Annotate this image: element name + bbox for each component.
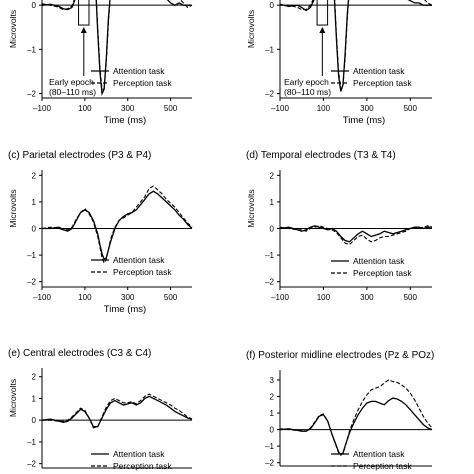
panel-f-y-tick-label: 2 [270,392,275,401]
panel-b-x-tick-label: 500 [404,104,418,113]
panel-b-y-axis-label: Microvolts [246,10,256,48]
panel-c-y-tick-label: –2 [27,278,36,287]
panel-c-y-tick-label: 0 [32,225,37,234]
panel-a-legend-label: Perception task [113,78,172,88]
panel-b-legend-label: Attention task [353,66,405,76]
panel-b-x-tick-label: 300 [360,104,374,113]
panel-b-y-tick-label: 0 [270,1,275,10]
panel-e-legend-label: Perception task [113,461,172,471]
panel-d-legend-label: Attention task [353,256,405,266]
panel-b-legend-label: Perception task [353,78,412,88]
panel-c-legend-label: Attention task [113,255,165,265]
panel-d-y-tick-label: 1 [270,198,275,207]
panel-d-y-tick-label: –1 [265,251,274,260]
panel-d-legend-label: Perception task [353,268,412,278]
panel-d-y-tick-label: –2 [265,278,274,287]
panel-c-legend-label: Perception task [113,267,172,277]
panel-d-x-tick-label: 100 [317,293,331,302]
panel-f-series-perception [279,379,433,456]
panel-a-y-tick-label: 0 [32,1,37,10]
panel-b-epoch-label: (80–110 ms) [284,87,331,97]
panel-e-y-tick-label: 1 [32,394,37,403]
panel-a-y-tick-label: –2 [27,90,36,99]
panel-f-y-tick-label: –1 [265,442,274,451]
panel-b-x-axis-label: Time (ms) [343,115,385,126]
panel-a-epoch-box [78,0,90,26]
panel-d-x-tick-label: –100 [271,293,289,302]
panel-d-series-perception [279,225,433,246]
panel-c-x-tick-label: 100 [78,293,92,302]
panel-c-x-tick-label: –100 [33,293,51,302]
panel-c-y-axis-label: Microvolts [8,189,18,227]
panel-b-y-tick-label: –2 [265,90,274,99]
panel-c-y-tick-label: 1 [32,198,37,207]
panel-a-legend-label: Attention task [113,66,165,76]
panel-f-series-attention [279,397,433,456]
panel-d-y-axis-label: Microvolts [246,189,256,227]
panel-b-x-tick-label: –100 [271,104,289,113]
panel-c-title: (c) Parietal electrodes (P3 & P4) [8,150,151,161]
panel-f-y-tick-label: –2 [265,459,274,468]
panel-a-series-perception [41,0,193,90]
panel-d-y-tick-label: 2 [270,171,275,180]
panel-a-x-axis-label: Time (ms) [104,115,146,126]
panel-c-y-tick-label: 2 [32,171,37,180]
panel-d-x-tick-label: 300 [360,293,374,302]
panel-a-y-tick-label: –1 [27,45,36,54]
panel-a-epoch-label: Early epoch [49,77,94,87]
panel-a-x-tick-label: –100 [33,104,51,113]
panel-b-x-tick-label: 100 [317,104,331,113]
panel-e-y-axis-label: Microvolts [8,379,18,417]
panel-e-y-tick-label: 2 [32,373,37,382]
panel-d-title: (d) Temporal electrodes (T3 & T4) [246,150,396,161]
panel-c-x-axis-label: Time (ms) [104,304,146,315]
panel-a-x-tick-label: 100 [78,104,92,113]
panel-a-epoch-label: (80–110 ms) [49,87,96,97]
panel-d-x-tick-label: 500 [404,293,418,302]
panel-e-y-tick-label: –2 [27,460,36,469]
panel-a-epoch-arrowhead [80,27,87,34]
panel-d-y-tick-label: 0 [270,225,275,234]
panel-a-x-tick-label: 300 [121,104,135,113]
panel-e-series-attention [41,395,193,428]
panel-b-epoch-arrowhead [319,27,326,34]
panel-f-legend-label: Attention task [353,449,405,459]
panel-e-series-perception [42,393,193,429]
panel-d-series-attention [279,225,432,243]
panel-c-series-perception [41,185,193,265]
panel-b-y-tick-label: –1 [265,45,274,54]
panel-f-y-tick-label: 3 [270,376,275,385]
panel-c-y-tick-label: –1 [27,251,36,260]
panel-f-legend-label: Perception task [353,461,412,471]
panel-f-y-tick-label: 0 [270,426,275,435]
panel-c-series-attention [42,190,193,261]
panel-c-x-tick-label: 300 [121,293,135,302]
panel-f-title: (f) Posterior midline electrodes (Pz & P… [246,350,434,361]
panel-a-x-tick-label: 500 [164,104,178,113]
panel-e-legend-label: Attention task [113,449,165,459]
panel-a-y-axis-label: Microvolts [8,10,18,48]
panel-e-y-tick-label: 0 [32,416,37,425]
panel-c-x-tick-label: 500 [164,293,178,302]
panel-e-title: (e) Central electrodes (C3 & C4) [8,348,151,359]
panel-e-y-tick-label: –1 [27,438,36,447]
panel-f-y-tick-label: 1 [270,409,275,418]
panel-b-epoch-box [316,0,329,26]
panel-b-epoch-label: Early epoch [284,77,329,87]
